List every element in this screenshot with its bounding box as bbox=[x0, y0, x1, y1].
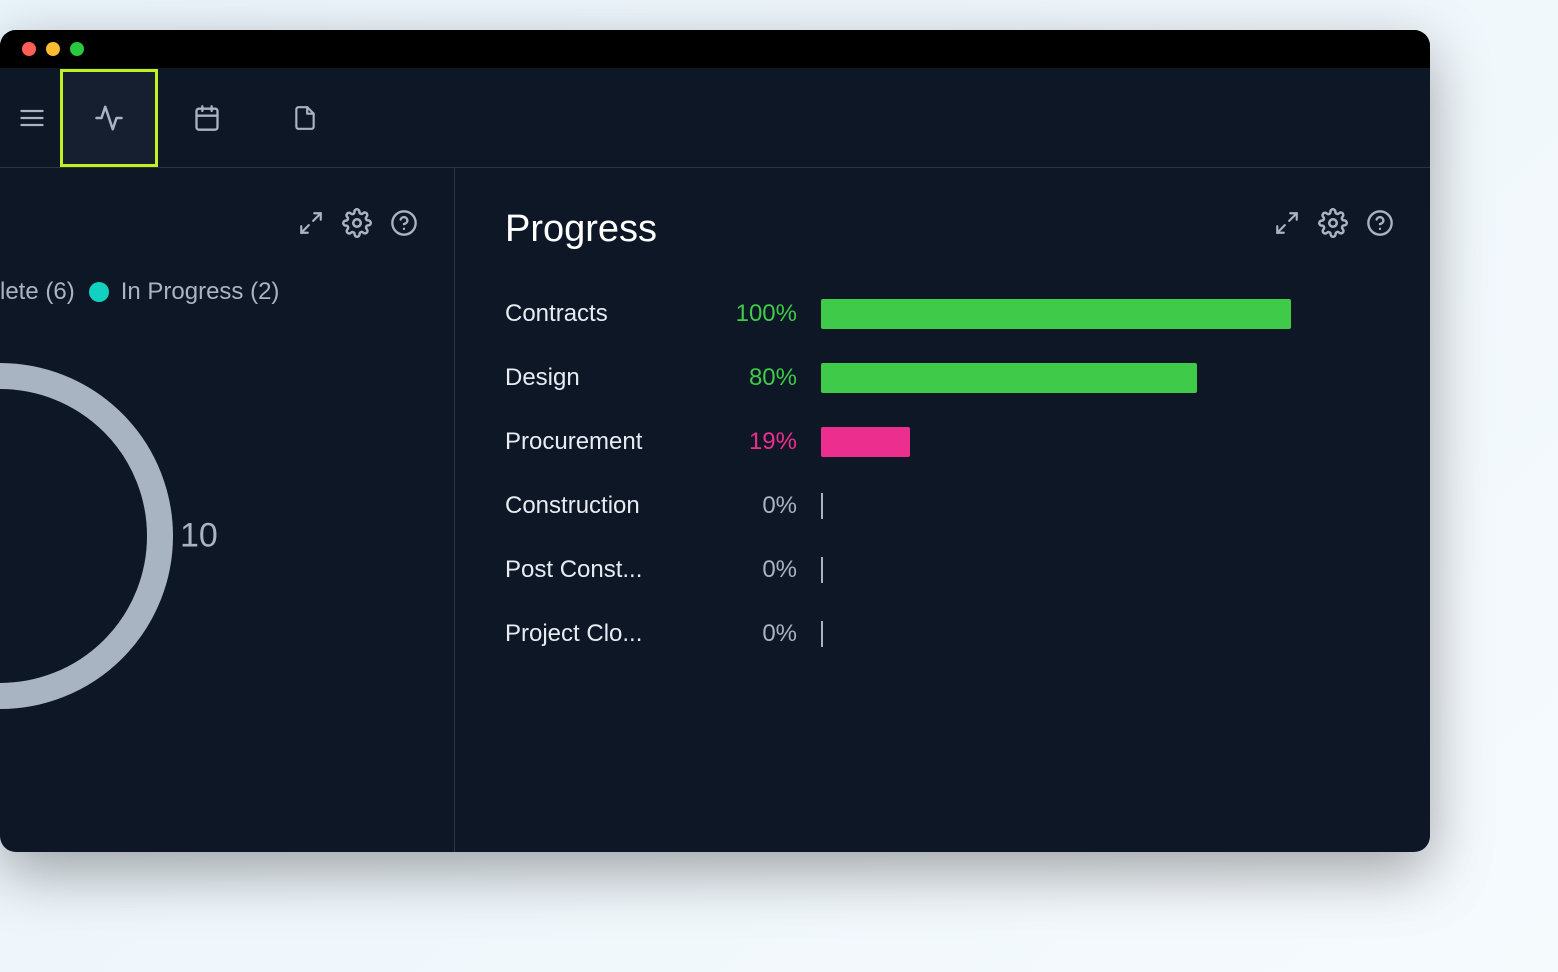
progress-bar bbox=[821, 363, 1291, 393]
status-legend: lete (6) In Progress (2) bbox=[0, 278, 418, 306]
progress-row: Project Clo... 0% bbox=[505, 619, 1394, 649]
status-donut: 10 bbox=[0, 356, 180, 716]
progress-row: Post Const... 0% bbox=[505, 555, 1394, 585]
progress-label: Construction bbox=[505, 492, 705, 520]
left-panel-actions bbox=[298, 208, 418, 238]
progress-percent: 100% bbox=[723, 300, 803, 328]
progress-title: Progress bbox=[505, 208, 1394, 251]
app-window: lete (6) In Progress (2) 10 bbox=[0, 30, 1430, 852]
progress-bar-fill bbox=[821, 427, 910, 457]
progress-percent: 0% bbox=[723, 492, 803, 520]
progress-bar bbox=[821, 299, 1291, 329]
progress-bar bbox=[821, 619, 1291, 649]
expand-button[interactable] bbox=[1274, 210, 1300, 236]
progress-bar-fill bbox=[821, 299, 1291, 329]
list-icon bbox=[18, 104, 46, 132]
progress-bar-zero-tick bbox=[821, 557, 823, 583]
progress-bar-fill bbox=[821, 363, 1197, 393]
progress-percent: 0% bbox=[723, 620, 803, 648]
view-toolbar bbox=[0, 68, 1430, 168]
progress-row: Contracts 100% bbox=[505, 299, 1394, 329]
progress-bar bbox=[821, 427, 1291, 457]
help-icon bbox=[390, 209, 418, 237]
progress-bar bbox=[821, 491, 1291, 521]
progress-percent: 0% bbox=[723, 556, 803, 584]
settings-button[interactable] bbox=[342, 208, 372, 238]
window-minimize-dot[interactable] bbox=[46, 42, 60, 56]
progress-label: Contracts bbox=[505, 300, 705, 328]
progress-row: Design 80% bbox=[505, 363, 1394, 393]
expand-icon bbox=[1274, 210, 1300, 236]
window-close-dot[interactable] bbox=[22, 42, 36, 56]
content-area: lete (6) In Progress (2) 10 bbox=[0, 168, 1430, 852]
legend-in-progress[interactable]: In Progress (2) bbox=[89, 278, 280, 306]
progress-bar-zero-tick bbox=[821, 621, 823, 647]
progress-bar-zero-tick bbox=[821, 493, 823, 519]
status-panel: lete (6) In Progress (2) 10 bbox=[0, 168, 455, 852]
expand-button[interactable] bbox=[298, 210, 324, 236]
progress-bar bbox=[821, 555, 1291, 585]
expand-icon bbox=[298, 210, 324, 236]
gear-icon bbox=[342, 208, 372, 238]
help-button[interactable] bbox=[1366, 209, 1394, 237]
status-total-count: 10 bbox=[180, 517, 218, 556]
legend-in-progress-dot bbox=[89, 282, 109, 302]
help-icon bbox=[1366, 209, 1394, 237]
progress-row: Procurement 19% bbox=[505, 427, 1394, 457]
right-panel-actions bbox=[1274, 208, 1394, 238]
progress-percent: 19% bbox=[723, 428, 803, 456]
legend-in-progress-label: In Progress (2) bbox=[121, 278, 280, 306]
activity-icon bbox=[94, 103, 124, 133]
window-titlebar bbox=[0, 30, 1430, 68]
window-zoom-dot[interactable] bbox=[70, 42, 84, 56]
progress-label: Post Const... bbox=[505, 556, 705, 584]
file-icon bbox=[292, 103, 318, 133]
toolbar-file-view[interactable] bbox=[256, 69, 354, 167]
progress-row: Construction 0% bbox=[505, 491, 1394, 521]
calendar-icon bbox=[193, 104, 221, 132]
settings-button[interactable] bbox=[1318, 208, 1348, 238]
toolbar-calendar-view[interactable] bbox=[158, 69, 256, 167]
toolbar-list-view[interactable] bbox=[0, 69, 60, 167]
toolbar-activity-view[interactable] bbox=[60, 69, 158, 167]
progress-label: Design bbox=[505, 364, 705, 392]
progress-percent: 80% bbox=[723, 364, 803, 392]
gear-icon bbox=[1318, 208, 1348, 238]
progress-panel: Progress Contracts 100% Design 80% Procureme… bbox=[455, 168, 1430, 852]
progress-label: Project Clo... bbox=[505, 620, 705, 648]
progress-label: Procurement bbox=[505, 428, 705, 456]
legend-complete-label: lete (6) bbox=[0, 278, 75, 306]
legend-complete[interactable]: lete (6) bbox=[0, 278, 75, 306]
help-button[interactable] bbox=[390, 209, 418, 237]
progress-list: Contracts 100% Design 80% Procurement 19% Cons… bbox=[505, 299, 1394, 649]
